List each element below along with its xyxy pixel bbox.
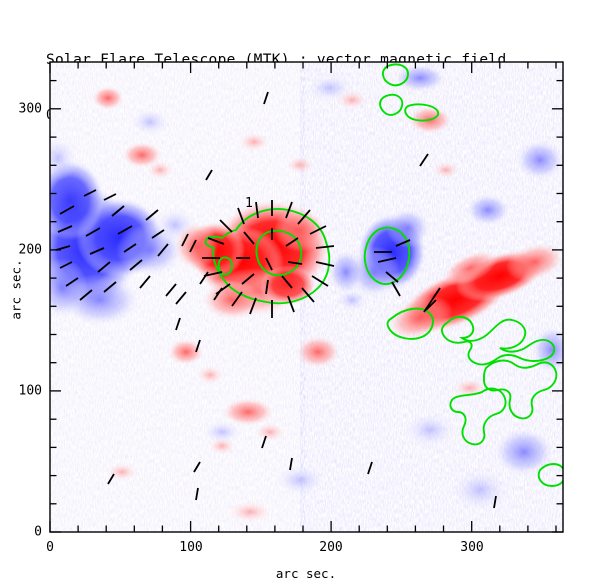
axis-ticks [49,62,563,533]
contour-umbra-main [255,229,303,277]
contour-network-lower-4 [537,463,563,487]
xtick-label-100: 100 [179,540,203,555]
ytick-label-200: 200 [18,242,42,258]
contour-network-lower-2 [483,359,558,420]
contour-small-upper-1 [382,63,409,87]
vector-group-main-spot [202,200,335,318]
ytick-label-300: 300 [18,101,42,117]
xtick-label-300: 300 [460,540,484,555]
xtick-label-0: 0 [46,540,54,555]
region-negative-west [50,136,197,326]
plot-frame [49,61,564,533]
contour-pore-east [363,226,411,285]
vector-group-west-plage [55,189,223,305]
contour-plage-trailing [386,307,434,340]
xtick-label-200: 200 [319,540,343,555]
y-axis-title: arc sec. [8,259,24,320]
contour-network-lower-1 [440,316,556,366]
intensity-contours [204,63,563,487]
transverse-field-vectors [55,91,497,509]
region-positive-main [174,200,330,320]
contour-small-upper-2 [379,93,404,116]
vector-scale-label: 1 [245,196,253,211]
x-axis-title: arc sec. [275,566,337,581]
contour-network-lower-3 [449,387,507,446]
region-positive-trailing [387,242,563,341]
contour-umbra-satellite [217,256,233,276]
vector-group-sparse [107,91,497,509]
ytick-label-100: 100 [18,383,42,399]
contour-small-upper-3 [404,103,440,122]
ytick-label-0: 0 [34,524,42,540]
vector-group-east [374,153,441,313]
magnetogram-image [50,62,563,532]
